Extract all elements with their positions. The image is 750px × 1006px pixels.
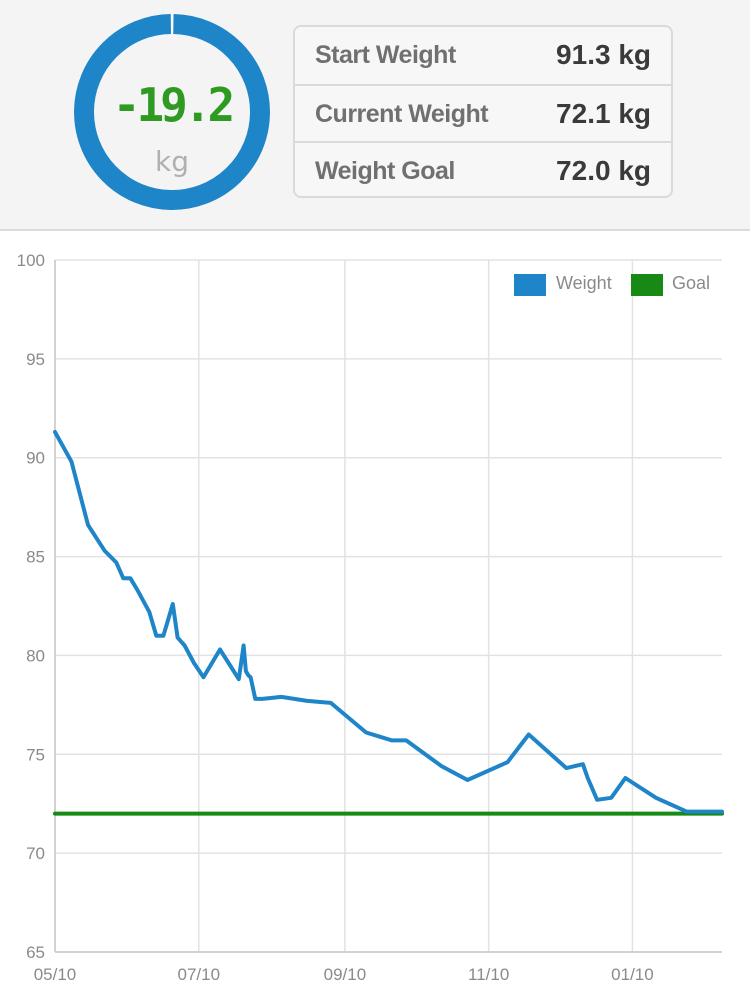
x-tick-label: 07/10 (177, 965, 220, 984)
legend-weight-swatch (514, 274, 546, 296)
y-tick-label: 85 (26, 548, 45, 567)
weight-series-line (53, 430, 724, 814)
weight-change-value: -19.2 (112, 78, 235, 132)
y-tick-label: 90 (26, 449, 45, 468)
x-tick-label: 01/10 (611, 965, 654, 984)
legend-weight-label: Weight (556, 273, 612, 293)
progress-ring-graphic (73, 13, 270, 210)
start-weight-value: 91.3 kg (556, 39, 651, 70)
weight-stats-table: Start Weight 91.3 kg Current Weight 72.1… (293, 25, 673, 198)
weight-goal-label: Weight Goal (315, 157, 455, 185)
legend-goal-label: Goal (672, 273, 711, 293)
x-tick-label: 09/10 (324, 965, 367, 984)
y-tick-label: 95 (26, 350, 45, 369)
y-tick-label: 75 (26, 745, 45, 764)
current-weight-row: Current Weight 72.1 kg (295, 84, 671, 141)
weight-change-unit: kg (155, 145, 189, 178)
weight-goal-value: 72.0 kg (556, 155, 651, 186)
y-tick-label: 100 (17, 251, 45, 270)
legend-goal-swatch (631, 274, 663, 296)
weight-goal-row: Weight Goal 72.0 kg (295, 141, 671, 196)
progress-arc (73, 13, 270, 210)
y-tick-label: 65 (26, 943, 45, 962)
y-tick-label: 70 (26, 844, 45, 863)
y-tick-label: 80 (26, 646, 45, 665)
x-tick-label: 11/10 (468, 965, 509, 984)
weight-chart: 100 95 90 85 80 75 70 65 05/10 07/10 09/10 11/10 01/… (0, 231, 750, 1002)
weight-chart-svg: 100 95 90 85 80 75 70 65 05/10 07/10 09/10 11/10 01/… (17, 251, 724, 984)
start-weight-label: Start Weight (315, 41, 456, 69)
start-weight-row: Start Weight 91.3 kg (295, 27, 671, 84)
summary-panel: -19.2 kg Start Weight 91.3 kg Current We… (0, 0, 750, 231)
current-weight-label: Current Weight (315, 100, 489, 128)
current-weight-value: 72.1 kg (556, 98, 651, 129)
progress-ring: -19.2 kg (72, 12, 272, 212)
x-tick-label: 05/10 (34, 965, 77, 984)
